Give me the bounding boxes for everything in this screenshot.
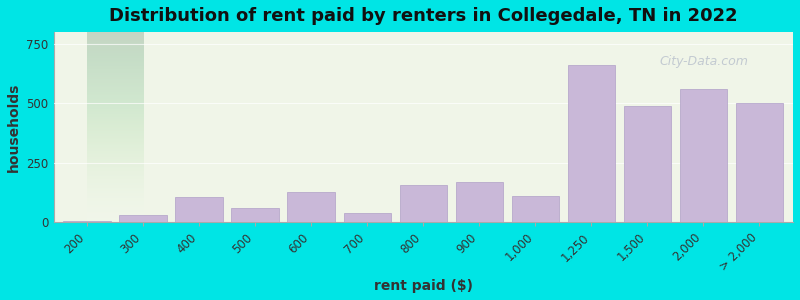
Bar: [287, 192, 335, 222]
Bar: [567, 65, 615, 222]
Bar: [511, 196, 559, 222]
Text: City-Data.com: City-Data.com: [660, 55, 749, 68]
Bar: [175, 197, 223, 222]
Bar: [63, 221, 111, 222]
Y-axis label: households: households: [7, 82, 21, 172]
Bar: [399, 185, 447, 222]
Bar: [343, 213, 391, 222]
Bar: [680, 89, 727, 222]
X-axis label: rent paid ($): rent paid ($): [374, 279, 473, 293]
Bar: [455, 182, 503, 222]
Title: Distribution of rent paid by renters in Collegedale, TN in 2022: Distribution of rent paid by renters in …: [109, 7, 738, 25]
Bar: [736, 103, 783, 222]
Bar: [119, 215, 167, 222]
Bar: [231, 208, 279, 222]
Bar: [623, 106, 671, 222]
